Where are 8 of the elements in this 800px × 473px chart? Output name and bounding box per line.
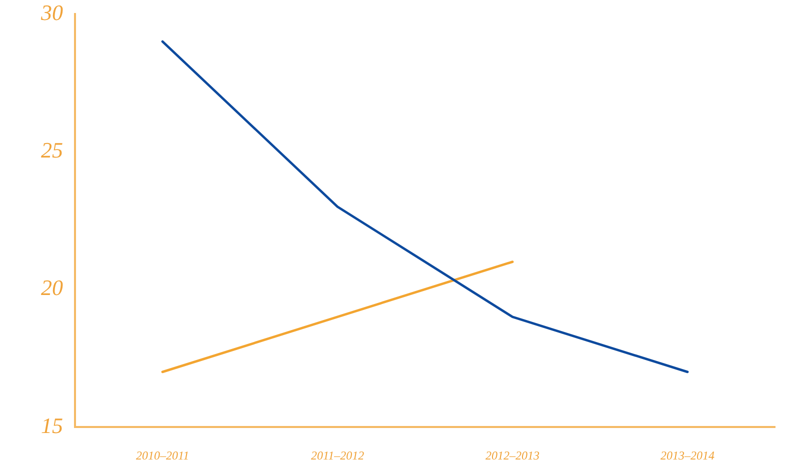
x-tick-label: 2010–2011 <box>136 448 190 462</box>
x-tick-label: 2013–2014 <box>660 448 714 462</box>
y-tick-label: 15 <box>41 412 63 438</box>
x-tick-label: 2012–2013 <box>486 448 540 462</box>
y-tick-label: 30 <box>40 0 63 25</box>
y-tick-label: 25 <box>41 137 63 162</box>
y-tick-label: 20 <box>41 275 63 300</box>
x-tick-label: 2011–2012 <box>310 448 364 462</box>
